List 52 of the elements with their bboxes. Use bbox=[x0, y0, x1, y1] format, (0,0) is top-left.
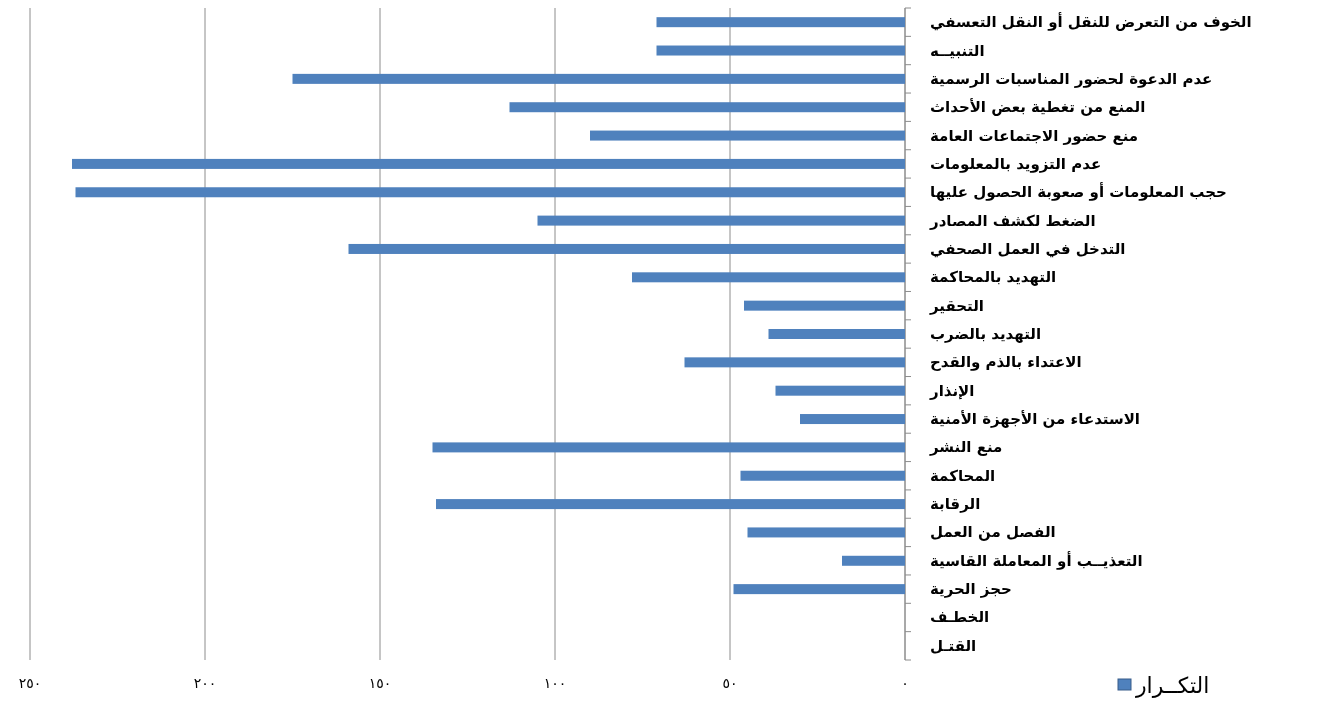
y-tick-label: الخوف من التعرض للنقل أو النقل التعسفي bbox=[930, 12, 1252, 32]
y-tick-label: منع النشر bbox=[929, 438, 1003, 457]
bar bbox=[509, 102, 905, 113]
bar bbox=[744, 300, 905, 311]
y-tick-label: الضغط لكشف المصادر bbox=[929, 211, 1096, 230]
bar bbox=[740, 470, 905, 481]
bar bbox=[632, 272, 905, 283]
x-tick-label: ٢٥٠ bbox=[18, 675, 42, 691]
bar bbox=[348, 243, 905, 254]
y-tick-label: التدخل في العمل الصحفي bbox=[930, 239, 1126, 258]
y-tick-label: التهديد بالمحاكمة bbox=[930, 268, 1057, 287]
x-tick-label: ٥٠ bbox=[722, 675, 738, 691]
bar bbox=[656, 17, 905, 28]
y-tick-label: عدم الدعوة لحضور المناسبات الرسمية bbox=[930, 69, 1213, 88]
y-tick-label: الاعتداء بالذم والقدح bbox=[930, 353, 1082, 372]
y-tick-label: الخطـف bbox=[930, 608, 990, 627]
bar bbox=[590, 130, 905, 141]
y-tick-label: التحقير bbox=[929, 296, 984, 315]
y-tick-label: التنبيــه bbox=[930, 41, 985, 60]
bar bbox=[747, 527, 905, 538]
bar bbox=[775, 385, 905, 396]
y-tick-label: الرقابة bbox=[930, 495, 981, 514]
legend-label: التكــرار bbox=[1135, 673, 1210, 698]
x-tick-label: ٠ bbox=[901, 675, 909, 691]
bar bbox=[733, 584, 905, 595]
bar bbox=[436, 499, 905, 510]
x-tick-label: ١٥٠ bbox=[368, 675, 392, 691]
bar bbox=[656, 45, 905, 56]
y-tick-label: المنع من تغطية بعض الأحداث bbox=[930, 98, 1146, 117]
y-tick-label: الإنذار bbox=[929, 381, 975, 400]
bar bbox=[75, 187, 905, 198]
y-tick-label: القتـل bbox=[930, 636, 977, 655]
y-tick-label: التهديد بالضرب bbox=[930, 325, 1042, 343]
bar bbox=[432, 442, 905, 453]
y-tick-label: عدم التزويد بالمعلومات bbox=[930, 154, 1102, 173]
legend: التكــرار bbox=[1117, 673, 1210, 698]
bar bbox=[800, 414, 905, 425]
y-tick-label: الاستدعاء من الأجهزة الأمنية bbox=[930, 410, 1140, 429]
bar bbox=[684, 357, 905, 368]
bar bbox=[537, 215, 905, 226]
y-tick-label: الفصل من العمل bbox=[930, 523, 1056, 542]
bar bbox=[768, 329, 905, 339]
x-tick-label: ١٠٠ bbox=[543, 675, 567, 691]
y-tick-label: حجز الحرية bbox=[930, 580, 1012, 599]
bar bbox=[842, 555, 905, 566]
y-tick-label: المحاكمة bbox=[930, 466, 996, 485]
bar bbox=[292, 73, 905, 84]
x-tick-label: ٢٠٠ bbox=[193, 675, 217, 691]
y-tick-label: التعذيــب أو المعاملة القاسية bbox=[930, 550, 1143, 570]
y-tick-label: حجب المعلومات أو صعوبة الحصول عليها bbox=[930, 182, 1227, 202]
y-tick-label: منع حضور الاجتماعات العامة bbox=[930, 126, 1139, 145]
bar bbox=[72, 158, 905, 169]
